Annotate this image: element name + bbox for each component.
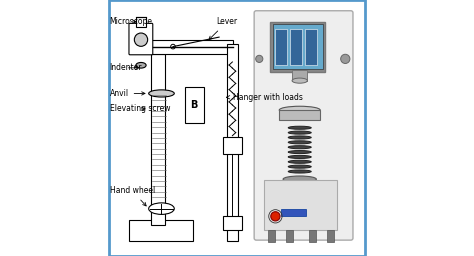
Ellipse shape: [288, 146, 311, 149]
Bar: [281, 209, 306, 216]
Ellipse shape: [288, 165, 311, 168]
Bar: [273, 24, 323, 69]
Ellipse shape: [288, 151, 311, 154]
Circle shape: [171, 44, 175, 49]
Ellipse shape: [288, 131, 311, 134]
Text: Elevating screw: Elevating screw: [109, 104, 170, 113]
FancyBboxPatch shape: [129, 23, 153, 55]
Ellipse shape: [288, 155, 311, 158]
Bar: [264, 180, 337, 230]
Ellipse shape: [136, 62, 146, 68]
Ellipse shape: [288, 141, 311, 144]
Text: Hand wheel: Hand wheel: [109, 186, 155, 206]
Text: Indenter: Indenter: [109, 63, 142, 72]
Text: B: B: [191, 100, 198, 110]
Bar: [129, 220, 193, 241]
Bar: [275, 29, 287, 65]
Circle shape: [341, 54, 350, 63]
Text: Hanger with loads: Hanger with loads: [227, 93, 303, 102]
Bar: [184, 87, 204, 123]
Text: Lever: Lever: [209, 17, 237, 40]
Ellipse shape: [288, 126, 311, 129]
Bar: [286, 230, 293, 242]
Ellipse shape: [288, 136, 311, 139]
Ellipse shape: [149, 203, 174, 215]
Bar: [227, 44, 237, 241]
Bar: [223, 137, 242, 154]
Ellipse shape: [288, 170, 311, 173]
Circle shape: [255, 55, 263, 62]
Ellipse shape: [288, 160, 311, 163]
Text: Anvil: Anvil: [109, 89, 145, 98]
Bar: [290, 29, 302, 65]
Bar: [136, 17, 146, 27]
Ellipse shape: [283, 176, 316, 182]
Ellipse shape: [149, 90, 174, 97]
Bar: [327, 230, 334, 242]
Bar: [309, 230, 316, 242]
Bar: [151, 54, 165, 225]
Bar: [151, 40, 233, 54]
Bar: [270, 22, 325, 72]
FancyBboxPatch shape: [254, 11, 353, 240]
Circle shape: [271, 212, 280, 221]
Bar: [223, 216, 242, 230]
Ellipse shape: [292, 78, 308, 83]
Ellipse shape: [279, 106, 320, 114]
Bar: [292, 70, 308, 81]
Text: Microscope: Microscope: [109, 17, 153, 26]
Bar: [268, 230, 275, 242]
Bar: [305, 29, 317, 65]
Circle shape: [134, 33, 148, 46]
Bar: [279, 110, 320, 120]
